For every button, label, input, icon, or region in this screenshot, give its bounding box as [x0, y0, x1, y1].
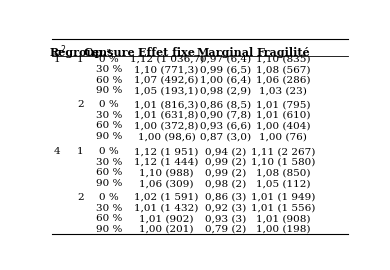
Text: 1,00 (76): 1,00 (76) — [259, 132, 307, 141]
Text: 1,02 (1 591): 1,02 (1 591) — [135, 193, 199, 202]
Text: 60 %: 60 % — [96, 122, 122, 130]
Text: Regroup.ᵃ: Regroup.ᵃ — [49, 47, 112, 58]
Text: 1,08 (850): 1,08 (850) — [256, 168, 310, 177]
Text: 1,03 (23): 1,03 (23) — [259, 86, 307, 95]
Text: 0,99 (2): 0,99 (2) — [205, 168, 246, 177]
Text: 1: 1 — [53, 55, 60, 63]
Text: 1,01 (902): 1,01 (902) — [139, 214, 194, 223]
Text: 2: 2 — [77, 193, 84, 202]
Text: 1,11 (2 267): 1,11 (2 267) — [251, 147, 315, 156]
Text: 1,07 (492,6): 1,07 (492,6) — [135, 76, 199, 85]
Text: 1,00 (98,6): 1,00 (98,6) — [138, 132, 195, 141]
Text: 1,00 (404): 1,00 (404) — [256, 122, 310, 130]
Text: 1,01 (1 432): 1,01 (1 432) — [135, 204, 199, 212]
Text: 30 %: 30 % — [96, 158, 122, 167]
Text: 0,86 (3): 0,86 (3) — [205, 193, 246, 202]
Text: 0,99 (6,5): 0,99 (6,5) — [200, 65, 251, 74]
Text: 60 %: 60 % — [96, 214, 122, 223]
Text: 90 %: 90 % — [96, 225, 122, 234]
Text: 0,93 (3): 0,93 (3) — [205, 214, 246, 223]
Text: 1,10 (988): 1,10 (988) — [139, 168, 194, 177]
Text: 1: 1 — [77, 147, 84, 156]
Text: Effet fixe: Effet fixe — [138, 47, 195, 58]
Text: 1,00 (198): 1,00 (198) — [256, 225, 310, 234]
Text: 1,01 (816,3): 1,01 (816,3) — [135, 100, 199, 109]
Text: 0 %: 0 % — [99, 55, 119, 63]
Text: 1,12 (1 951): 1,12 (1 951) — [135, 147, 199, 156]
Text: 1,06 (286): 1,06 (286) — [256, 76, 310, 85]
Text: 0,92 (3): 0,92 (3) — [205, 204, 246, 212]
Text: 0,90 (7,8): 0,90 (7,8) — [200, 111, 251, 120]
Text: Censure: Censure — [83, 47, 135, 58]
Text: Fragilité: Fragilité — [256, 47, 310, 58]
Text: 30 %: 30 % — [96, 65, 122, 74]
Text: 60 %: 60 % — [96, 76, 122, 85]
Text: 1,01 (610): 1,01 (610) — [256, 111, 310, 120]
Text: 0,98 (2): 0,98 (2) — [205, 179, 246, 188]
Text: 0,87 (3,0): 0,87 (3,0) — [200, 132, 251, 141]
Text: 1,12 (1 036,7): 1,12 (1 036,7) — [129, 55, 204, 63]
Text: 0,93 (6,6): 0,93 (6,6) — [200, 122, 251, 130]
Text: 1,08 (567): 1,08 (567) — [256, 65, 310, 74]
Text: 1,10 (771,3): 1,10 (771,3) — [135, 65, 199, 74]
Text: 2: 2 — [77, 100, 84, 109]
Text: 1,10 (1 580): 1,10 (1 580) — [251, 158, 315, 167]
Text: 0,97 (6,4): 0,97 (6,4) — [200, 55, 251, 63]
Text: 1,05 (193,1): 1,05 (193,1) — [135, 86, 199, 95]
Text: 1,12 (1 444): 1,12 (1 444) — [135, 158, 199, 167]
Text: 0 %: 0 % — [99, 193, 119, 202]
Text: 1: 1 — [77, 55, 84, 63]
Text: 4: 4 — [53, 147, 60, 156]
Text: 0 %: 0 % — [99, 147, 119, 156]
Text: 1,01 (631,8): 1,01 (631,8) — [135, 111, 199, 120]
Text: 0,94 (2): 0,94 (2) — [205, 147, 246, 156]
Text: 1,00 (6,4): 1,00 (6,4) — [200, 76, 251, 85]
Text: 1,05 (112): 1,05 (112) — [256, 179, 310, 188]
Text: 90 %: 90 % — [96, 86, 122, 95]
Text: 30 %: 30 % — [96, 204, 122, 212]
Text: 0 %: 0 % — [99, 100, 119, 109]
Text: 30 %: 30 % — [96, 111, 122, 120]
Text: 60 %: 60 % — [96, 168, 122, 177]
Text: 1,06 (309): 1,06 (309) — [139, 179, 194, 188]
Text: 1,00 (201): 1,00 (201) — [139, 225, 194, 234]
Text: 1,01 (1 556): 1,01 (1 556) — [251, 204, 315, 212]
Text: 1,00 (372,8): 1,00 (372,8) — [135, 122, 199, 130]
Text: 1,01 (1 949): 1,01 (1 949) — [251, 193, 315, 202]
Text: Marginal: Marginal — [197, 47, 254, 58]
Text: 90 %: 90 % — [96, 179, 122, 188]
Text: $\sigma^2$: $\sigma^2$ — [53, 44, 67, 60]
Text: 0,86 (8,5): 0,86 (8,5) — [200, 100, 251, 109]
Text: 1,01 (795): 1,01 (795) — [256, 100, 310, 109]
Text: 0,98 (2,9): 0,98 (2,9) — [200, 86, 251, 95]
Text: 0,79 (2): 0,79 (2) — [205, 225, 246, 234]
Text: 90 %: 90 % — [96, 132, 122, 141]
Text: 0,99 (2): 0,99 (2) — [205, 158, 246, 167]
Text: 1,10 (835): 1,10 (835) — [256, 55, 310, 63]
Text: 1,01 (908): 1,01 (908) — [256, 214, 310, 223]
